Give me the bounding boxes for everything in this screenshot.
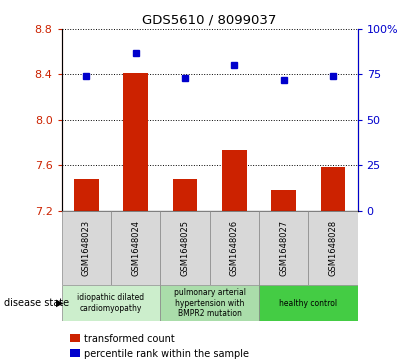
Bar [308,211,358,285]
Bar [210,211,259,285]
Bar [271,190,296,211]
Text: GSM1648026: GSM1648026 [230,220,239,276]
Text: transformed count: transformed count [84,334,175,344]
Bar [123,73,148,211]
Text: GSM1648028: GSM1648028 [328,220,337,276]
Bar [259,285,358,321]
Bar [160,285,259,321]
Text: healthy control: healthy control [279,299,337,307]
Text: percentile rank within the sample: percentile rank within the sample [84,349,249,359]
Title: GDS5610 / 8099037: GDS5610 / 8099037 [143,13,277,26]
Text: GSM1648027: GSM1648027 [279,220,288,276]
Text: ▶: ▶ [55,298,63,308]
Bar [222,150,247,211]
Bar [62,285,160,321]
Text: GSM1648023: GSM1648023 [82,220,91,276]
Text: pulmonary arterial
hypertension with
BMPR2 mutation: pulmonary arterial hypertension with BMP… [173,288,246,318]
Bar [321,167,345,211]
Bar [259,211,308,285]
Text: idiopathic dilated
cardiomyopathy: idiopathic dilated cardiomyopathy [77,293,145,313]
Text: disease state: disease state [4,298,69,308]
Bar [62,211,111,285]
Text: GSM1648025: GSM1648025 [180,220,189,276]
Bar [173,179,197,211]
Text: GSM1648024: GSM1648024 [131,220,140,276]
Bar [74,179,99,211]
Bar [111,211,160,285]
Bar [160,211,210,285]
